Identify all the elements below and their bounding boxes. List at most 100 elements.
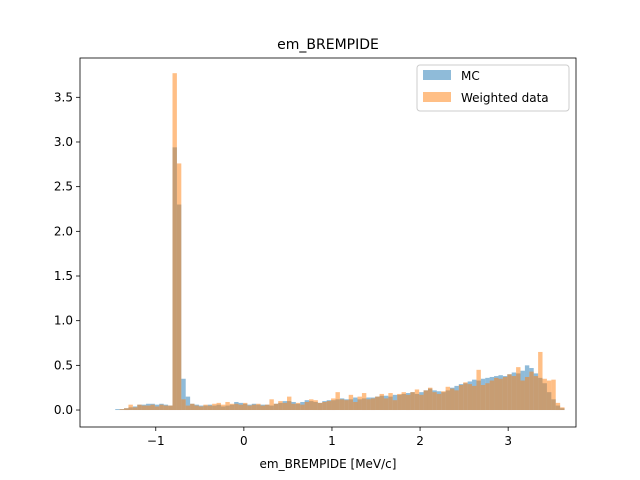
bar-weighted-data (375, 396, 380, 411)
bar-weighted-data (467, 384, 473, 411)
bar-weighted-data (159, 404, 164, 411)
bar-weighted-data (150, 404, 155, 411)
bar-weighted-data (168, 405, 173, 411)
bar-weighted-data (203, 404, 208, 411)
bar-weighted-data (542, 378, 547, 411)
bar-weighted-data (269, 399, 274, 411)
y-tick-label: 2.5 (54, 180, 73, 194)
bar-weighted-data (295, 402, 301, 411)
bar-weighted-data (225, 401, 230, 411)
bar-weighted-data (313, 400, 318, 411)
bar-weighted-data (361, 393, 367, 411)
bar-weighted-data (194, 405, 199, 411)
bar-weighted-data (379, 393, 384, 411)
plot-frame (79, 57, 577, 428)
x-axis-label: em_BREMPIDE [MeV/c] (260, 457, 397, 471)
bar-weighted-data (445, 386, 451, 411)
y-tick-label: 2.0 (54, 224, 73, 238)
bar-weighted-data (234, 403, 239, 411)
x-tick-label: 2 (416, 434, 424, 448)
bar-weighted-data (388, 393, 393, 411)
bar-weighted-data (172, 73, 177, 411)
bar-weighted-data (366, 399, 371, 411)
bar-weighted-data (176, 163, 182, 411)
bar-weighted-data (546, 380, 552, 411)
x-axis-ticks: −1 0 1 2 3 (147, 427, 512, 448)
bar-weighted-data (282, 402, 288, 411)
y-tick-label: 1.5 (54, 269, 73, 283)
legend: MC Weighted data (416, 64, 570, 112)
bar-weighted-data (458, 385, 464, 411)
series-weighted-data-bars (119, 73, 565, 411)
bar-weighted-data (533, 376, 539, 411)
bar-mc (185, 396, 191, 411)
bar-weighted-data (317, 402, 323, 411)
bar-weighted-data (498, 378, 503, 411)
bar-mc (181, 378, 186, 411)
y-tick-label: 1.0 (54, 314, 73, 328)
bar-weighted-data (154, 406, 160, 411)
bar-weighted-data (141, 405, 147, 411)
bar-weighted-data (480, 385, 486, 411)
bar-weighted-data (251, 404, 257, 411)
bar-weighted-data (287, 396, 292, 411)
bar-weighted-data (432, 392, 437, 411)
chart-title: em_BREMPIDE (277, 37, 379, 53)
bar-weighted-data (137, 404, 142, 411)
bar-weighted-data (124, 408, 129, 411)
bar-weighted-data (405, 394, 411, 411)
bar-weighted-data (344, 400, 349, 411)
bar-weighted-data (419, 394, 424, 411)
bar-weighted-data (485, 383, 490, 411)
bar-weighted-data (450, 388, 455, 411)
bar-weighted-data (383, 398, 389, 411)
bar-weighted-data (185, 405, 191, 411)
bar-weighted-data (238, 404, 243, 411)
bar-weighted-data (414, 389, 420, 411)
bar-weighted-data (163, 405, 169, 411)
x-tick-label: 3 (504, 434, 512, 448)
bar-weighted-data (476, 369, 481, 411)
bar-weighted-data (309, 399, 314, 411)
x-tick-label: −1 (147, 434, 165, 448)
legend-swatch-weighted-data (423, 92, 451, 102)
bar-weighted-data (198, 406, 204, 411)
bar-weighted-data (322, 401, 327, 411)
bar-weighted-data (502, 376, 508, 411)
bar-weighted-data (146, 405, 151, 411)
y-tick-label: 3.0 (54, 135, 73, 149)
bar-weighted-data (335, 392, 340, 411)
y-tick-label: 0.0 (54, 403, 73, 417)
legend-box (416, 64, 570, 112)
bar-weighted-data (511, 376, 517, 411)
bar-weighted-data (265, 404, 270, 411)
bar-weighted-data (207, 405, 213, 411)
bar-weighted-data (560, 407, 565, 411)
bar-weighted-data (278, 401, 283, 411)
bar-weighted-data (220, 404, 226, 411)
bar-weighted-data (472, 385, 477, 411)
y-tick-label: 0.5 (54, 358, 73, 372)
legend-label-mc: MC (461, 69, 480, 83)
y-axis-ticks: 0.0 0.5 1.0 1.5 2.0 2.5 3.0 3.5 (54, 90, 80, 417)
bar-weighted-data (494, 377, 499, 411)
bar-weighted-data (436, 393, 442, 411)
bar-weighted-data (489, 380, 495, 411)
bar-weighted-data (132, 407, 138, 411)
bar-weighted-data (216, 402, 221, 411)
bar-weighted-data (339, 399, 345, 411)
legend-swatch-mc (423, 70, 451, 80)
bar-weighted-data (353, 401, 358, 411)
y-tick-label: 3.5 (54, 90, 73, 104)
bar-weighted-data (291, 403, 296, 411)
bar-weighted-data (300, 404, 305, 411)
bar-weighted-data (520, 380, 525, 411)
bar-weighted-data (304, 401, 310, 411)
bar-weighted-data (273, 403, 279, 411)
bar-weighted-data (357, 396, 362, 411)
bar-weighted-data (247, 405, 252, 411)
bar-weighted-data (555, 402, 561, 411)
bar-weighted-data (529, 371, 534, 411)
bar-weighted-data (524, 376, 530, 411)
bar-weighted-data (463, 382, 468, 411)
